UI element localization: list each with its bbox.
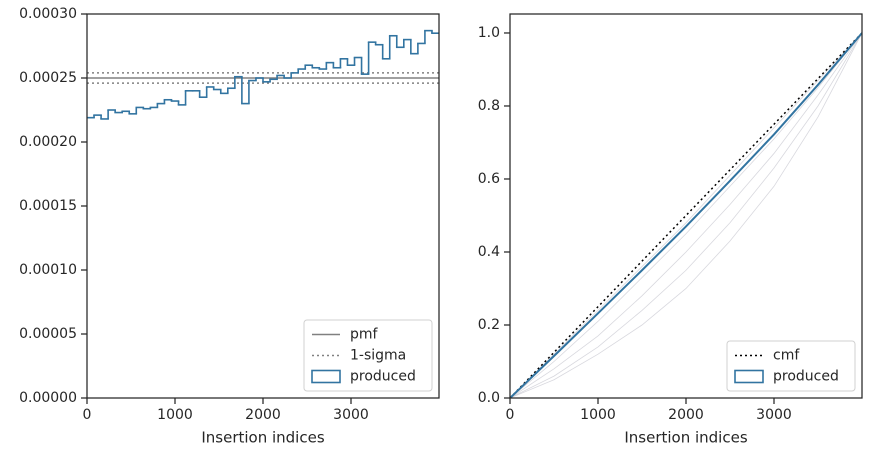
background-line	[510, 32, 862, 398]
x-tick-label: 1000	[157, 407, 193, 423]
x-tick-label: 0	[506, 407, 515, 423]
legend-label: cmf	[773, 348, 800, 364]
x-tick-label: 2000	[245, 407, 281, 423]
legend-label: produced	[350, 369, 416, 385]
y-tick-label: 0.8	[478, 98, 500, 114]
y-tick-label: 0.00000	[19, 390, 77, 406]
legend-box	[303, 319, 433, 392]
x-tick-label: 0	[83, 407, 92, 423]
y-tick-label: 0.00010	[19, 262, 77, 278]
legend-label: 1-sigma	[350, 348, 406, 364]
y-tick-label: 0.00025	[19, 70, 77, 86]
legend-swatch	[734, 369, 764, 384]
y-tick-label: 0.0	[478, 390, 500, 406]
axes-frame	[86, 13, 440, 399]
x-tick-label: 3000	[333, 407, 369, 423]
y-tick-label: 0.00020	[19, 134, 77, 150]
axes-frame	[509, 13, 863, 399]
y-tick-label: 0.4	[478, 244, 500, 260]
legend: cmf produced	[726, 340, 856, 392]
background-line	[510, 32, 862, 398]
y-tick-label: 1.0	[478, 25, 500, 41]
background-line	[510, 32, 862, 398]
background-line	[510, 32, 862, 398]
legend: pmf 1-sigma produced	[303, 319, 433, 392]
legend-box	[726, 340, 856, 392]
legend-label: pmf	[350, 327, 379, 343]
y-tick-label: 0.6	[478, 171, 500, 187]
subplot: 0 1000 2000 3000 0.0 0.2 0.4 0.6 0.8 1.0 Insertion…	[478, 13, 863, 447]
plot-area	[510, 32, 862, 398]
legend-label: produced	[773, 369, 839, 385]
x-tick-label: 1000	[580, 407, 616, 423]
background-line	[510, 32, 862, 398]
y-tick-label: 0.2	[478, 317, 500, 333]
x-axis-label: Insertion indices	[201, 429, 324, 447]
legend-swatch	[311, 369, 341, 384]
subplot: 0 1000 2000 3000 0.00000 0.00005 0.00010 0.0001…	[19, 6, 440, 447]
x-tick-label: 3000	[756, 407, 792, 423]
series-line	[510, 32, 862, 398]
y-tick-label: 0.00005	[19, 326, 77, 342]
x-tick-label: 2000	[668, 407, 704, 423]
y-tick-label: 0.00015	[19, 198, 77, 214]
x-axis-label: Insertion indices	[624, 429, 747, 447]
y-tick-label: 0.00030	[19, 6, 77, 22]
plot-area	[87, 29, 439, 120]
